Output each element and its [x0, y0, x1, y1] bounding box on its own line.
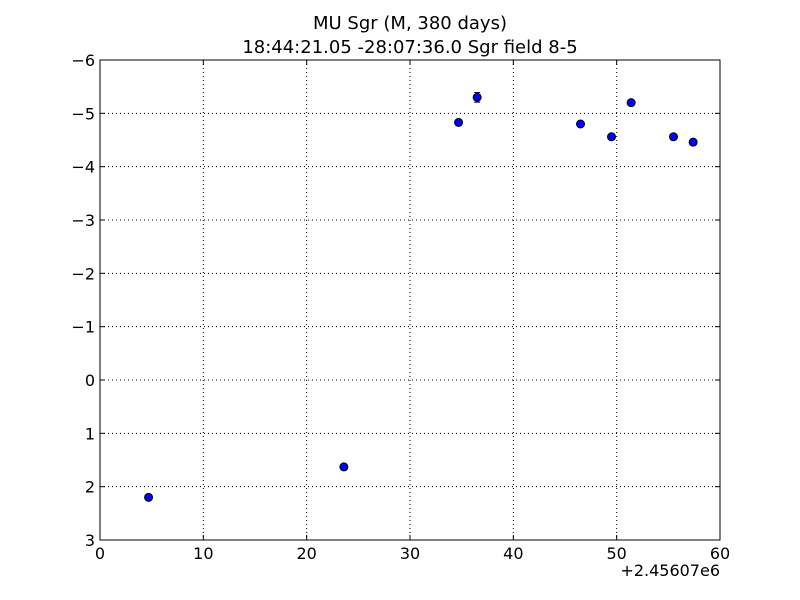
x-tick-label: 0 [95, 544, 105, 563]
x-tick-label: 60 [710, 544, 730, 563]
y-tick-label: −1 [71, 318, 95, 337]
x-tick-label: 20 [296, 544, 316, 563]
data-points [144, 92, 698, 502]
grid [99, 59, 721, 541]
data-point [576, 119, 585, 129]
data-point [607, 132, 616, 142]
data-point [144, 492, 154, 502]
x-axis-offset-label: +2.45607e6 [620, 561, 720, 580]
chart-subtitle: 18:44:21.05 -28:07:36.0 Sgr field 8-5 [242, 37, 577, 58]
data-point [339, 462, 349, 472]
x-tick-label: 30 [400, 544, 420, 563]
y-axis-tick-labels: −6 −5 −4 −3 −2 −1 0 1 2 3 [71, 51, 95, 550]
data-point [626, 98, 636, 108]
data-point [688, 137, 698, 147]
y-tick-label: −3 [71, 211, 95, 230]
data-point [472, 92, 482, 102]
x-tick-label: 40 [503, 544, 523, 563]
y-tick-label: 2 [85, 478, 95, 497]
y-tick-label: −5 [71, 104, 95, 123]
y-tick-label: −2 [71, 264, 95, 283]
y-tick-label: −6 [71, 51, 95, 70]
data-point [669, 132, 678, 142]
y-tick-label: −4 [71, 158, 95, 177]
y-tick-label: 1 [85, 424, 95, 443]
axis-ticks [99, 59, 721, 541]
y-tick-label: 3 [85, 531, 95, 550]
data-point [454, 117, 464, 127]
chart-title: MU Sgr (M, 380 days) [313, 13, 507, 34]
x-tick-label: 10 [193, 544, 213, 563]
y-tick-label: 0 [85, 371, 95, 390]
x-axis-tick-labels: 0 10 20 30 40 50 60 [95, 544, 730, 563]
x-tick-label: 50 [606, 544, 626, 563]
